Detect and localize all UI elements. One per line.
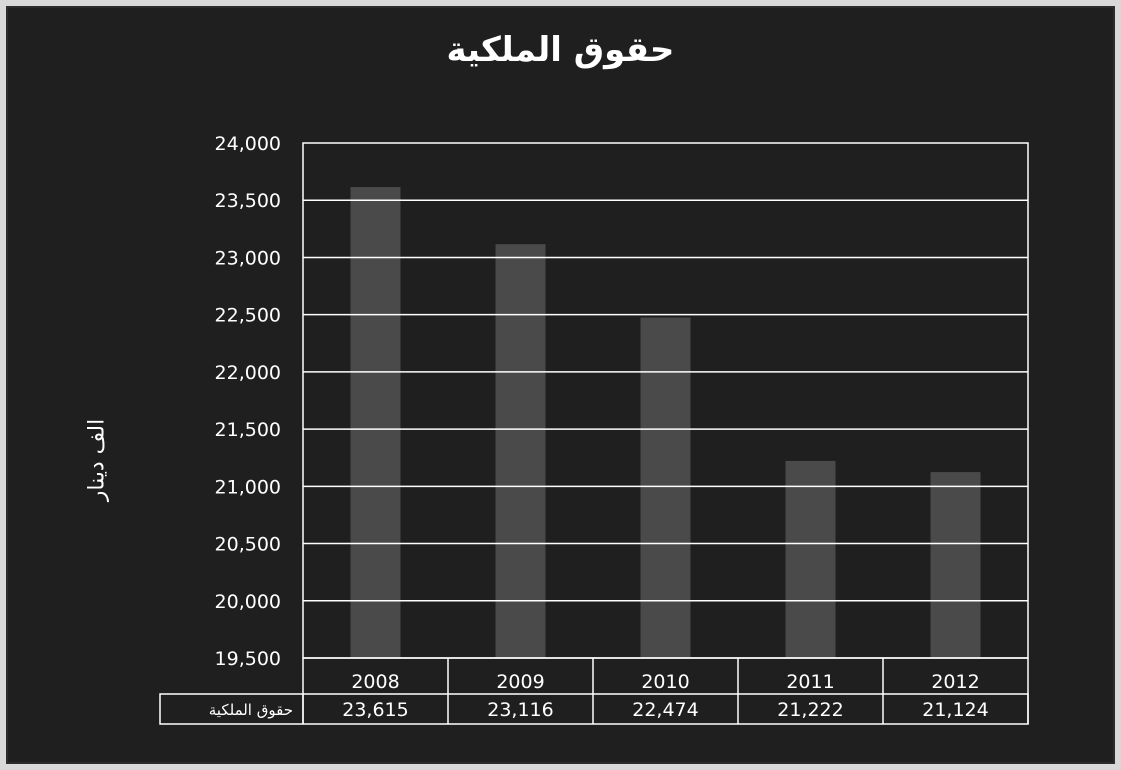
data-table-row (159, 693, 1029, 725)
y-tick-label: 23,500 (215, 190, 281, 212)
bar-2010 (640, 317, 691, 658)
data-table-series-label: حقوق الملكية (209, 701, 293, 719)
y-tick-label: 23,000 (215, 247, 281, 269)
y-tick-label: 24,000 (215, 133, 281, 155)
y-tick-label: 22,000 (215, 362, 281, 384)
bar-2011 (785, 460, 836, 658)
data-label-2009: 23,116 (487, 699, 553, 721)
chart-title: حقوق الملكية (446, 30, 675, 70)
y-tick-label: 21,000 (215, 476, 281, 498)
y-tick-label: 21,500 (215, 419, 281, 441)
data-label-2011: 21,222 (777, 699, 843, 721)
chart-frame (6, 6, 1115, 764)
y-tick-label: 19,500 (215, 648, 281, 670)
x-tick-label-2011: 2011 (786, 671, 834, 693)
y-tick-label: 22,500 (215, 305, 281, 327)
data-label-2012: 21,124 (922, 699, 988, 721)
bar-2008 (350, 187, 401, 658)
x-tick-label-2010: 2010 (641, 671, 689, 693)
x-tick-label-2009: 2009 (496, 671, 544, 693)
x-tick-label-2012: 2012 (931, 671, 979, 693)
data-label-2010: 22,474 (632, 699, 698, 721)
y-tick-label: 20,500 (215, 534, 281, 556)
y-tick-label: 20,000 (215, 591, 281, 613)
bar-2009 (495, 244, 546, 658)
bar-2012 (930, 472, 981, 658)
data-label-2008: 23,615 (342, 699, 408, 721)
x-tick-label-2008: 2008 (351, 671, 399, 693)
